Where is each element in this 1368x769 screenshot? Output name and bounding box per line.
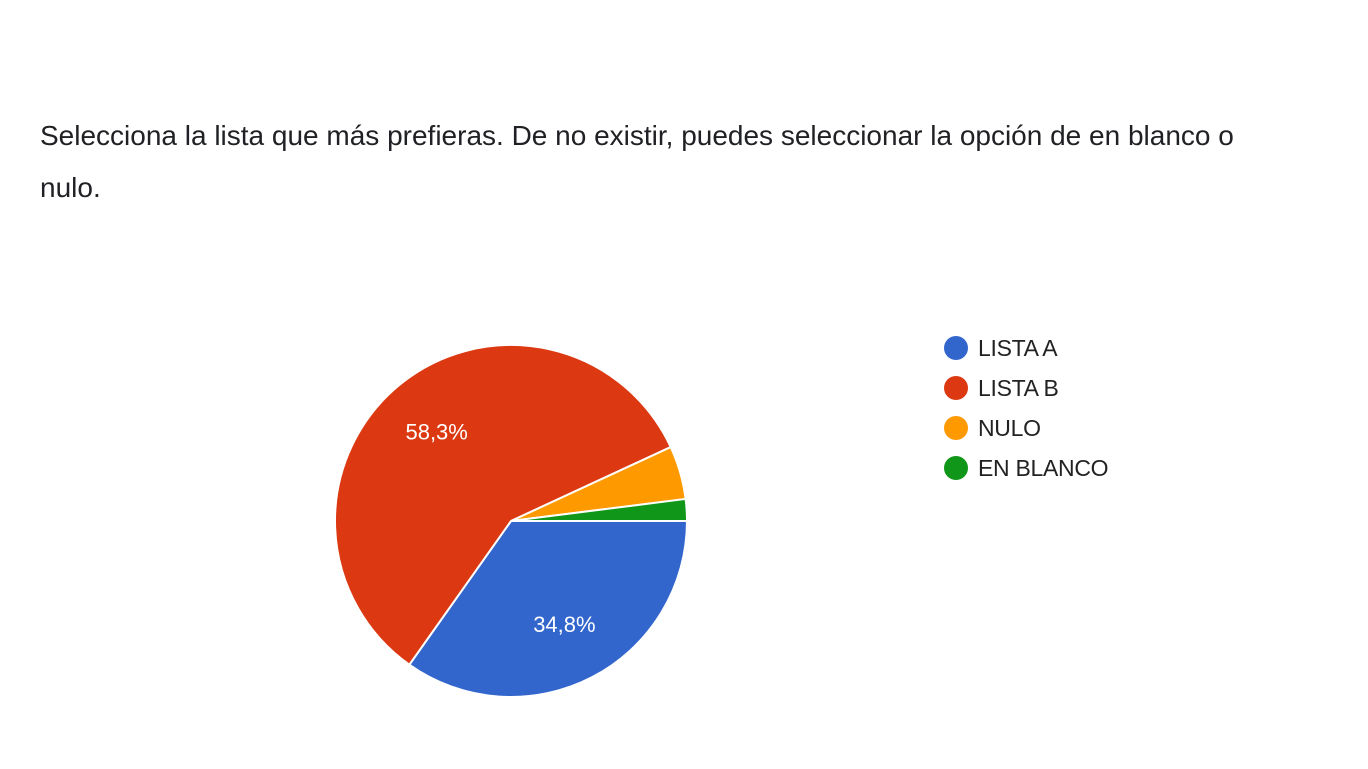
legend-item: NULO (944, 408, 1108, 448)
legend-swatch (944, 336, 968, 360)
pie-data-label: 34,8% (533, 612, 595, 637)
pie-slices (334, 344, 689, 698)
legend-label: NULO (978, 414, 1041, 441)
legend-swatch (944, 416, 968, 440)
legend-item: LISTA A (944, 328, 1108, 368)
pie-slice-en-blanco (510, 497, 689, 522)
pie-slice-lista-a (407, 520, 689, 698)
chart-legend: LISTA A LISTA B NULO EN BLANCO (944, 328, 1109, 488)
legend-swatch (944, 376, 968, 400)
legend-label: EN BLANCO (978, 454, 1109, 481)
legend-item: EN BLANCO (944, 448, 1109, 488)
pie-data-label: 58,3% (405, 420, 467, 445)
legend-item: LISTA B (944, 368, 1108, 408)
legend-swatch (944, 456, 968, 480)
pie-slice-lista-b (334, 344, 673, 667)
pie-labels: 34,8% 58,3% (405, 420, 595, 637)
legend-label: LISTA A (978, 334, 1058, 361)
legend-label: LISTA B (978, 374, 1059, 401)
question-text: Selecciona la lista que más prefieras. D… (40, 120, 1234, 203)
